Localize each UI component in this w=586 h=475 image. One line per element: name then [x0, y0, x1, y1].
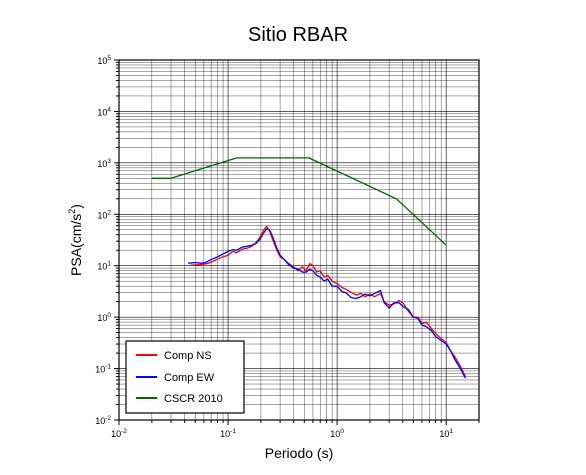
y-tick-label: 102 — [97, 209, 111, 220]
y-tick-label: 100 — [97, 312, 111, 323]
y-tick-label: 10-2 — [95, 415, 111, 426]
y-tick-label: 10-1 — [95, 364, 111, 375]
legend-label-ns: Comp NS — [164, 350, 212, 362]
chart-title: Sitio RBAR — [248, 24, 348, 46]
plot-frame — [118, 59, 480, 421]
x-tick-label: 100 — [330, 428, 344, 439]
y-tick-label: 105 — [97, 55, 111, 66]
axis-tick-labels: 10-2 10-1 100 101 10-2 10-1 100 101 102 103 104 105 — [95, 55, 453, 439]
legend: Comp NS Comp EW CSCR 2010 — [125, 340, 245, 414]
y-tick-label: 103 — [97, 158, 111, 169]
x-tick-label: 101 — [439, 428, 453, 439]
legend-label-ew: Comp EW — [164, 372, 215, 384]
x-axis-label: Periodo (s) — [265, 445, 333, 461]
axis-ticks — [114, 59, 480, 425]
legend-label-cscr: CSCR 2010 — [164, 393, 223, 405]
x-tick-label: 10-2 — [111, 428, 127, 439]
y-axis-label: PSA(cm/s2) — [67, 204, 84, 276]
y-tick-label: 104 — [97, 106, 111, 117]
series-lines — [151, 157, 466, 379]
x-tick-label: 10-1 — [220, 428, 236, 439]
grid — [118, 59, 480, 421]
y-tick-label: 101 — [97, 261, 111, 272]
series-line-comp-ns — [190, 225, 466, 377]
series-line-comp-ew — [188, 228, 466, 379]
series-line-cscr-2010 — [151, 157, 447, 246]
